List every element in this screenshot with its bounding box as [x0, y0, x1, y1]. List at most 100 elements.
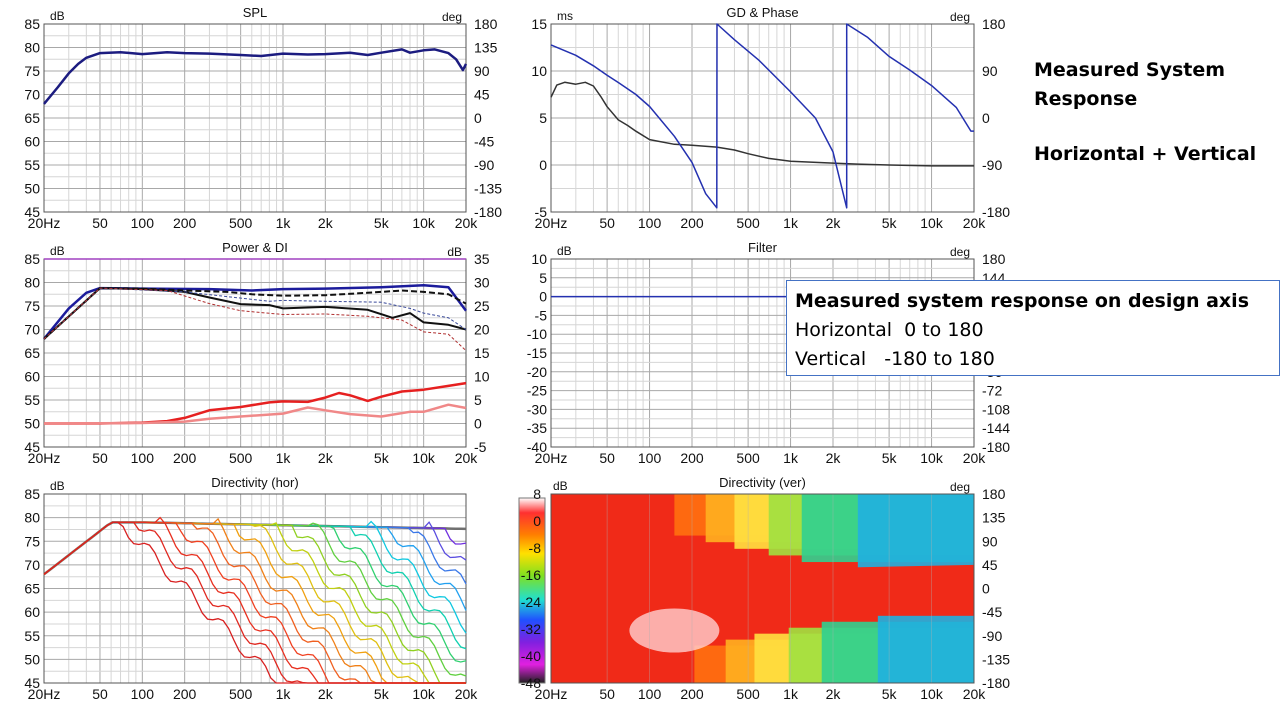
- x-tick-label: 500: [736, 215, 760, 231]
- colorbar-tick-label: -48: [521, 675, 541, 691]
- x-tick-label: 2k: [318, 215, 334, 231]
- y-tick-label: -25: [527, 383, 547, 399]
- y2-tick-label: 0: [982, 110, 990, 126]
- left-unit-label: dB: [50, 244, 65, 258]
- y-tick-label: 75: [24, 298, 40, 314]
- x-tick-label: 10k: [920, 450, 944, 466]
- left-unit-label: dB: [553, 479, 568, 493]
- x-tick-label: 2k: [826, 686, 842, 702]
- chart-title: GD & Phase: [726, 5, 798, 20]
- y-tick-label: 0: [539, 157, 547, 173]
- y2-tick-label: 135: [474, 40, 498, 56]
- y2-tick-label: 20: [474, 322, 490, 338]
- x-tick-label: 100: [131, 215, 155, 231]
- heatmap-highlight: [629, 608, 720, 653]
- y2-tick-label: 180: [982, 251, 1006, 267]
- panel-directivity_ver: 8 0 -8 -16 -24 -32 -40 -48 Directivity (ver) dB de…: [518, 475, 1010, 702]
- y-tick-label: 85: [24, 486, 40, 502]
- y2-tick-label: 135: [982, 510, 1006, 526]
- y-tick-label: 80: [24, 40, 40, 56]
- x-tick-label: 50: [599, 686, 615, 702]
- y-tick-label: -30: [527, 401, 547, 417]
- x-tick-label: 50: [599, 450, 615, 466]
- y2-tick-label: 25: [474, 298, 490, 314]
- x-tick-label: 200: [173, 450, 197, 466]
- y2-tick-label: -90: [982, 157, 1002, 173]
- x-tick-label: 200: [680, 215, 704, 231]
- y-tick-label: 80: [24, 275, 40, 291]
- y-tick-label: 45: [24, 675, 40, 691]
- directivity-curve-180: [43, 521, 466, 684]
- y-tick-label: 45: [24, 204, 40, 220]
- y2-tick-label: 0: [982, 581, 990, 597]
- x-tick-label: 1k: [276, 450, 292, 466]
- x-tick-label: 20k: [963, 215, 987, 231]
- x-tick-label: 200: [680, 450, 704, 466]
- x-tick-label: 5k: [882, 450, 898, 466]
- chart-title: Power & DI: [222, 240, 288, 255]
- left-unit-label: dB: [50, 9, 65, 23]
- colorbar: [518, 497, 546, 684]
- y2-tick-label: 30: [474, 275, 490, 291]
- x-tick-label: 5k: [374, 215, 390, 231]
- y2-tick-label: 180: [982, 486, 1006, 502]
- y-tick-label: 65: [24, 110, 40, 126]
- callout-box: Measured system response on design axis …: [786, 280, 1280, 376]
- x-tick-label: 500: [229, 215, 253, 231]
- y-tick-label: 5: [539, 110, 547, 126]
- y2-tick-label: -135: [982, 651, 1010, 667]
- x-tick-label: 500: [736, 686, 760, 702]
- series-line-0: [550, 81, 974, 167]
- x-tick-label: 500: [229, 686, 253, 702]
- right-unit-label: deg: [950, 10, 970, 24]
- callout-line-vertical: Vertical -180 to 180: [795, 348, 995, 370]
- chart-title: SPL: [243, 5, 268, 20]
- y2-tick-label: 0: [474, 110, 482, 126]
- y-tick-label: 55: [24, 157, 40, 173]
- x-tick-label: 100: [131, 686, 155, 702]
- x-tick-label: 100: [638, 686, 662, 702]
- right-unit-label: deg: [950, 480, 970, 494]
- x-tick-label: 2k: [826, 215, 842, 231]
- y2-tick-label: -180: [474, 204, 502, 220]
- x-tick-label: 2k: [318, 450, 334, 466]
- y2-tick-label: -90: [982, 628, 1002, 644]
- y-tick-label: 55: [24, 628, 40, 644]
- x-tick-label: 50: [92, 215, 108, 231]
- y-tick-label: 70: [24, 557, 40, 573]
- y2-tick-label: 0: [474, 416, 482, 432]
- colorbar-tick-label: -16: [521, 567, 541, 583]
- y-tick-label: 50: [24, 416, 40, 432]
- y-tick-label: 50: [24, 181, 40, 197]
- x-tick-label: 500: [736, 450, 760, 466]
- x-tick-label: 50: [599, 215, 615, 231]
- x-tick-label: 20k: [455, 450, 479, 466]
- callout-line-horizontal: Horizontal 0 to 180: [795, 319, 984, 341]
- y-tick-label: 65: [24, 581, 40, 597]
- y2-tick-label: -108: [982, 401, 1010, 417]
- x-tick-label: 5k: [374, 686, 390, 702]
- y-tick-label: 0: [539, 289, 547, 305]
- right-unit-label: deg: [442, 10, 462, 24]
- x-tick-label: 100: [638, 450, 662, 466]
- series-line-6: [43, 403, 467, 425]
- y2-tick-label: 90: [474, 63, 490, 79]
- callout-heading: Measured system response on design axis: [795, 290, 1250, 312]
- series-line-1: [550, 23, 974, 209]
- y-tick-label: 70: [24, 322, 40, 338]
- y-tick-label: 60: [24, 369, 40, 385]
- y2-tick-label: 35: [474, 251, 490, 267]
- x-tick-label: 10k: [920, 686, 944, 702]
- colorbar-tick-label: -24: [521, 594, 541, 610]
- panel-directivity_hor: Directivity (hor) dB 20Hz 50 100 200 500 1k 2k 5k…: [24, 475, 478, 702]
- y-tick-label: -10: [527, 326, 547, 342]
- x-tick-label: 200: [173, 215, 197, 231]
- y-tick-label: 60: [24, 604, 40, 620]
- y2-tick-label: 90: [982, 533, 998, 549]
- y2-tick-label: 45: [474, 87, 490, 103]
- x-tick-label: 500: [229, 450, 253, 466]
- x-tick-label: 10k: [412, 450, 436, 466]
